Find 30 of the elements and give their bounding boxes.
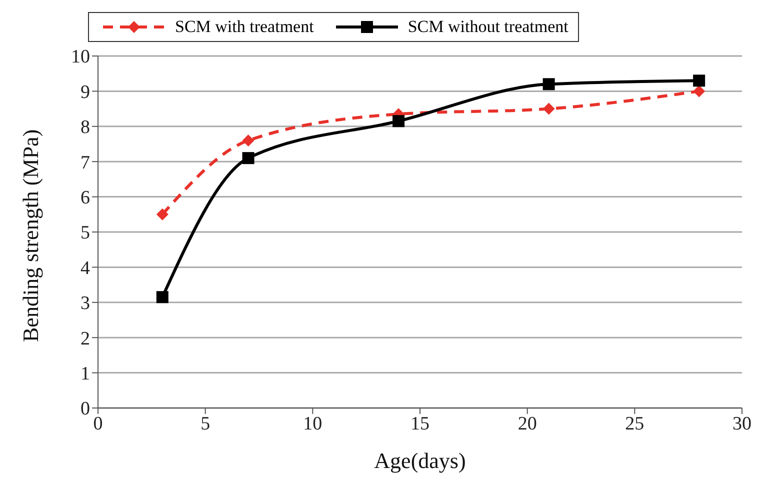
x-tick-label: 25 <box>625 413 644 434</box>
y-tick-label: 7 <box>80 152 90 174</box>
x-tick-label: 20 <box>518 413 537 434</box>
y-tick-label: 1 <box>80 364 90 385</box>
y-tick-label: 4 <box>80 258 90 279</box>
y-tick-label: 3 <box>80 293 90 314</box>
legend-label: SCM without treatment <box>408 17 568 37</box>
point <box>693 85 706 98</box>
point <box>542 78 555 90</box>
x-tick-label: 30 <box>732 413 752 434</box>
y-axis-title: Bending strength (MPa) <box>18 129 43 342</box>
point <box>156 291 168 304</box>
point <box>542 102 555 115</box>
y-tick-label: 2 <box>80 328 90 350</box>
x-tick-label: 5 <box>200 413 210 434</box>
y-tick-label: 0 <box>80 398 90 420</box>
point <box>693 74 706 87</box>
x-tick-label: 10 <box>303 413 322 434</box>
x-axis-title: Age(days) <box>374 448 466 473</box>
point <box>156 208 168 220</box>
y-tick-label: 6 <box>80 188 90 209</box>
y-tick-label: 5 <box>80 222 90 244</box>
point <box>392 115 405 128</box>
y-tick-label: 8 <box>80 117 90 138</box>
y-tick-label: 10 <box>71 46 90 68</box>
y-tick-label: 9 <box>80 82 90 103</box>
x-tick-label: 15 <box>410 413 430 434</box>
point <box>242 134 254 146</box>
legend-label: SCM with treatment <box>175 17 314 37</box>
point <box>242 152 254 164</box>
